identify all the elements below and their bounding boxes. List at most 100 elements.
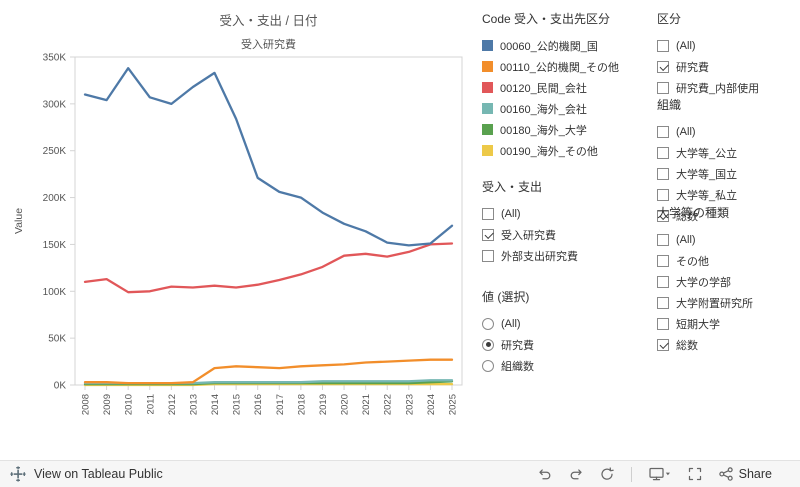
checkbox-option[interactable]: 外部支出研究費	[482, 245, 652, 266]
checkbox[interactable]	[657, 233, 669, 246]
line-chart[interactable]: 0K 50K 100K 150K 200K 250K 300K 350K 2008 2009 201…	[0, 0, 478, 452]
legend-item[interactable]: 00110_公的機関_その他	[482, 56, 652, 77]
replay-icon[interactable]	[600, 467, 614, 481]
checkbox[interactable]	[657, 188, 669, 201]
checkbox[interactable]	[657, 209, 669, 222]
checkbox[interactable]	[657, 146, 669, 159]
x-tick-label: 2011	[145, 394, 156, 414]
checkbox-option[interactable]: その他	[657, 250, 795, 271]
checkbox[interactable]	[657, 254, 669, 267]
filter-option-label: (All)	[676, 233, 696, 246]
checkbox-option[interactable]: 大学附置研究所	[657, 292, 795, 313]
share-label: Share	[738, 467, 772, 481]
x-tick-label: 2024	[426, 394, 437, 415]
legend-item[interactable]: 00160_海外_会社	[482, 98, 652, 119]
checkbox-option[interactable]: 受入研究費	[482, 224, 652, 245]
filter-university-type: 大学等の種類 (All) その他 大学の学部 大学附置研究所 短期大学 総数	[657, 204, 795, 355]
series-line[interactable]	[83, 358, 454, 385]
x-tick-label: 2014	[210, 394, 221, 415]
redo-icon[interactable]	[569, 467, 583, 481]
x-tick-label: 2015	[232, 394, 243, 415]
filter-option-label: (All)	[676, 39, 696, 52]
checkbox-option[interactable]: (All)	[657, 229, 795, 250]
radio-option[interactable]: (All)	[482, 313, 652, 334]
undo-icon[interactable]	[538, 467, 552, 481]
checkbox-option[interactable]: 大学の学部	[657, 271, 795, 292]
x-tick-label: 2012	[167, 394, 178, 415]
radio-button[interactable]	[482, 338, 494, 351]
filter-value-select: 値 (選択) (All) 研究費 組織数	[482, 288, 652, 376]
chart-title: 受入・支出 / 日付	[219, 14, 318, 28]
plot-frame	[74, 56, 463, 386]
series-line[interactable]	[83, 67, 454, 247]
legend-swatch	[482, 82, 493, 93]
legend-item-label: 00110_公的機関_その他	[500, 61, 620, 74]
checkbox[interactable]	[657, 167, 669, 180]
radio-button[interactable]	[482, 317, 494, 330]
toolbar-actions: Share	[538, 466, 772, 482]
y-axis-title: Value	[13, 208, 25, 234]
viz-area: 受入・支出 / 日付 受入研究費 0K 50K 100K 150K 200K 250K 30…	[0, 0, 800, 460]
checkbox-option[interactable]: 大学等_国立	[657, 163, 795, 184]
radio-button[interactable]	[482, 359, 494, 372]
checkbox[interactable]	[482, 249, 494, 262]
legend-item-label: 00160_海外_会社	[500, 103, 587, 116]
filter-title: 区分	[657, 12, 682, 26]
device-preview-icon[interactable]	[649, 467, 671, 481]
filter-title: 値 (選択)	[482, 290, 530, 304]
checkbox[interactable]	[657, 125, 669, 138]
filter-option-label: 短期大学	[676, 318, 720, 331]
checkbox[interactable]	[657, 81, 669, 94]
filter-category: 区分 (All) 研究費 研究費_内部使用	[657, 10, 795, 98]
checkbox[interactable]	[482, 228, 494, 241]
filter-option-label: 大学等_公立	[676, 147, 738, 160]
legend-swatch	[482, 103, 493, 114]
x-tick-label: 2010	[124, 394, 135, 415]
filter-title: 大学等の種類	[657, 206, 730, 220]
checkbox-option[interactable]: (All)	[657, 35, 795, 56]
checkbox[interactable]	[657, 338, 669, 351]
view-on-tableau-link[interactable]: View on Tableau Public	[10, 466, 163, 482]
radio-option[interactable]: 研究費	[482, 334, 652, 355]
checkbox[interactable]	[657, 275, 669, 288]
legend-item[interactable]: 00120_民間_会社	[482, 77, 652, 98]
x-tick-label: 2018	[296, 394, 307, 415]
checkbox-option[interactable]: (All)	[657, 121, 795, 142]
legend-title: Code 受入・支出先区分	[482, 12, 611, 26]
legend-swatch	[482, 61, 493, 72]
series-line[interactable]	[83, 242, 454, 294]
x-tick-label: 2008	[81, 394, 92, 415]
legend-swatch	[482, 124, 493, 135]
checkbox[interactable]	[657, 296, 669, 309]
filter-option-label: 総数	[676, 210, 698, 223]
radio-option[interactable]: 組織数	[482, 355, 652, 376]
fullscreen-icon[interactable]	[688, 467, 702, 481]
checkbox[interactable]	[657, 39, 669, 52]
filter-option-label: (All)	[676, 125, 696, 138]
checkbox[interactable]	[657, 60, 669, 73]
checkbox-option[interactable]: 総数	[657, 334, 795, 355]
checkbox-option[interactable]: (All)	[482, 203, 652, 224]
checkbox-option[interactable]: 大学等_公立	[657, 142, 795, 163]
checkbox[interactable]	[482, 207, 494, 220]
filter-option-label: 大学の学部	[676, 276, 731, 289]
y-tick-label: 50K	[48, 334, 66, 345]
y-tick-label: 300K	[43, 99, 67, 110]
y-tick-label: 150K	[43, 240, 67, 251]
tableau-logo-icon	[10, 466, 26, 482]
filter-option-label: 大学等_私立	[676, 189, 738, 202]
legend-item[interactable]: 00180_海外_大学	[482, 119, 652, 140]
checkbox[interactable]	[657, 317, 669, 330]
checkbox-option[interactable]: 研究費_内部使用	[657, 77, 795, 98]
filter-option-label: 外部支出研究費	[501, 250, 578, 263]
checkbox-option[interactable]: 短期大学	[657, 313, 795, 334]
checkbox-option[interactable]: 総数	[657, 205, 795, 226]
checkbox-option[interactable]: 大学等_私立	[657, 184, 795, 205]
legend-item[interactable]: 00190_海外_その他	[482, 140, 652, 161]
checkbox-option[interactable]: 研究費	[657, 56, 795, 77]
legend-item[interactable]: 00060_公的機関_国	[482, 35, 652, 56]
y-tick-label: 0K	[54, 381, 67, 392]
filter-option-label: (All)	[501, 317, 521, 330]
share-button[interactable]: Share	[718, 467, 772, 481]
